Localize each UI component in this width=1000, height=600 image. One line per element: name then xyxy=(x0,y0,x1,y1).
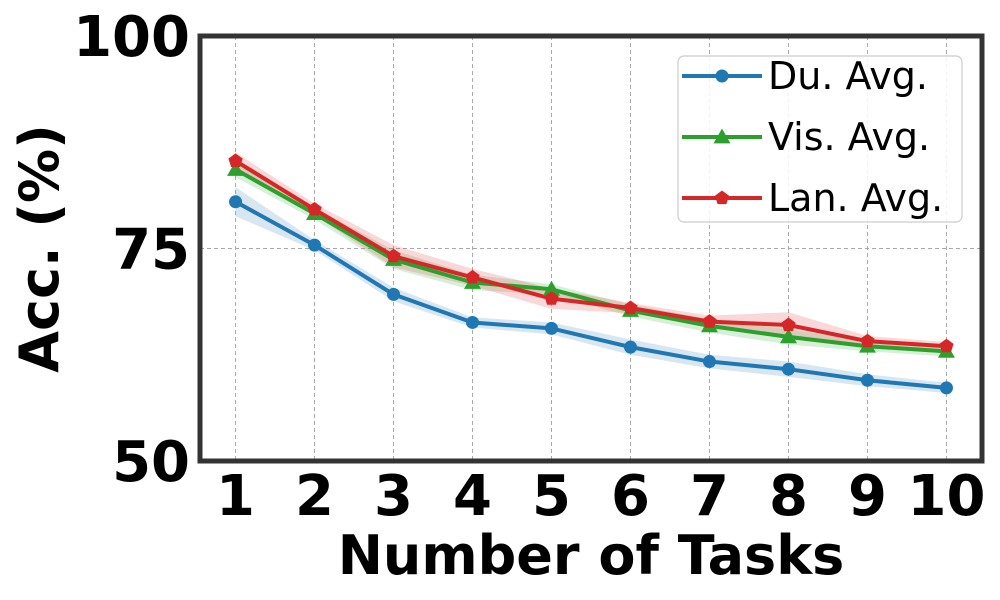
legend-box xyxy=(677,55,963,223)
vis-avg-line xyxy=(234,167,947,354)
du-avg-legend-label: Du. Avg. xyxy=(768,54,928,98)
y-axis-title: Acc. (%) xyxy=(8,124,71,373)
series-lines xyxy=(234,159,947,390)
legend: Du. Avg. Vis. Avg. Lan. Avg. xyxy=(677,54,963,223)
vis-avg-point xyxy=(227,160,245,176)
axis-ticks: 1 2 3 4 5 6 7 8 9 10 50 75 100 xyxy=(73,5,985,529)
plot-frame xyxy=(197,33,985,464)
du-avg-line xyxy=(234,199,947,390)
du-avg-legend-marker xyxy=(715,69,729,83)
lan-avg-point xyxy=(702,314,717,328)
x-tick-label: 7 xyxy=(690,464,729,529)
du-avg-band xyxy=(235,187,947,393)
y-tick-label: 100 xyxy=(73,5,190,70)
x-tick-label: 4 xyxy=(453,464,492,529)
y-tick-label: 50 xyxy=(112,430,190,495)
lan-avg-legend-label: Lan. Avg. xyxy=(768,176,943,220)
lan-avg-point xyxy=(228,153,243,167)
x-axis-title: Number of Tasks xyxy=(338,524,845,587)
lan-avg-legend-marker xyxy=(714,190,730,205)
x-tick-label: 9 xyxy=(848,464,887,529)
lan-avg-point xyxy=(860,333,875,348)
lan-avg-point xyxy=(939,338,954,353)
lan-avg-point xyxy=(781,317,796,332)
x-tick-label: 1 xyxy=(216,464,255,529)
x-tick-label: 5 xyxy=(532,464,571,529)
du-avg-point xyxy=(466,315,480,329)
vis-avg-point xyxy=(779,328,797,344)
du-avg-point xyxy=(308,238,322,252)
du-avg-point xyxy=(623,340,637,354)
lan-avg-point xyxy=(307,201,322,216)
du-avg-point xyxy=(545,321,559,335)
vis-avg-legend-label: Vis. Avg. xyxy=(768,115,930,159)
vis-avg-point xyxy=(543,280,561,296)
du-avg-point xyxy=(860,373,874,387)
du-avg-point xyxy=(387,287,401,301)
series-markers xyxy=(227,153,955,395)
x-tick-label: 3 xyxy=(374,464,413,529)
lan-avg-point xyxy=(386,248,401,263)
du-avg-point xyxy=(702,355,716,369)
du-avg-point xyxy=(781,362,795,376)
lan-avg-point xyxy=(465,269,480,284)
y-tick-label: 75 xyxy=(112,218,190,283)
du-avg-point xyxy=(939,381,953,395)
lan-avg-point xyxy=(623,300,638,315)
vis-avg-legend-marker xyxy=(713,128,731,144)
x-tick-label: 10 xyxy=(907,464,985,529)
lan-avg-point xyxy=(544,291,559,305)
x-tick-label: 8 xyxy=(769,464,808,529)
du-avg-point xyxy=(229,195,243,209)
x-tick-label: 2 xyxy=(295,464,334,529)
x-tick-label: 6 xyxy=(611,464,650,529)
lan-avg-line xyxy=(234,159,947,349)
